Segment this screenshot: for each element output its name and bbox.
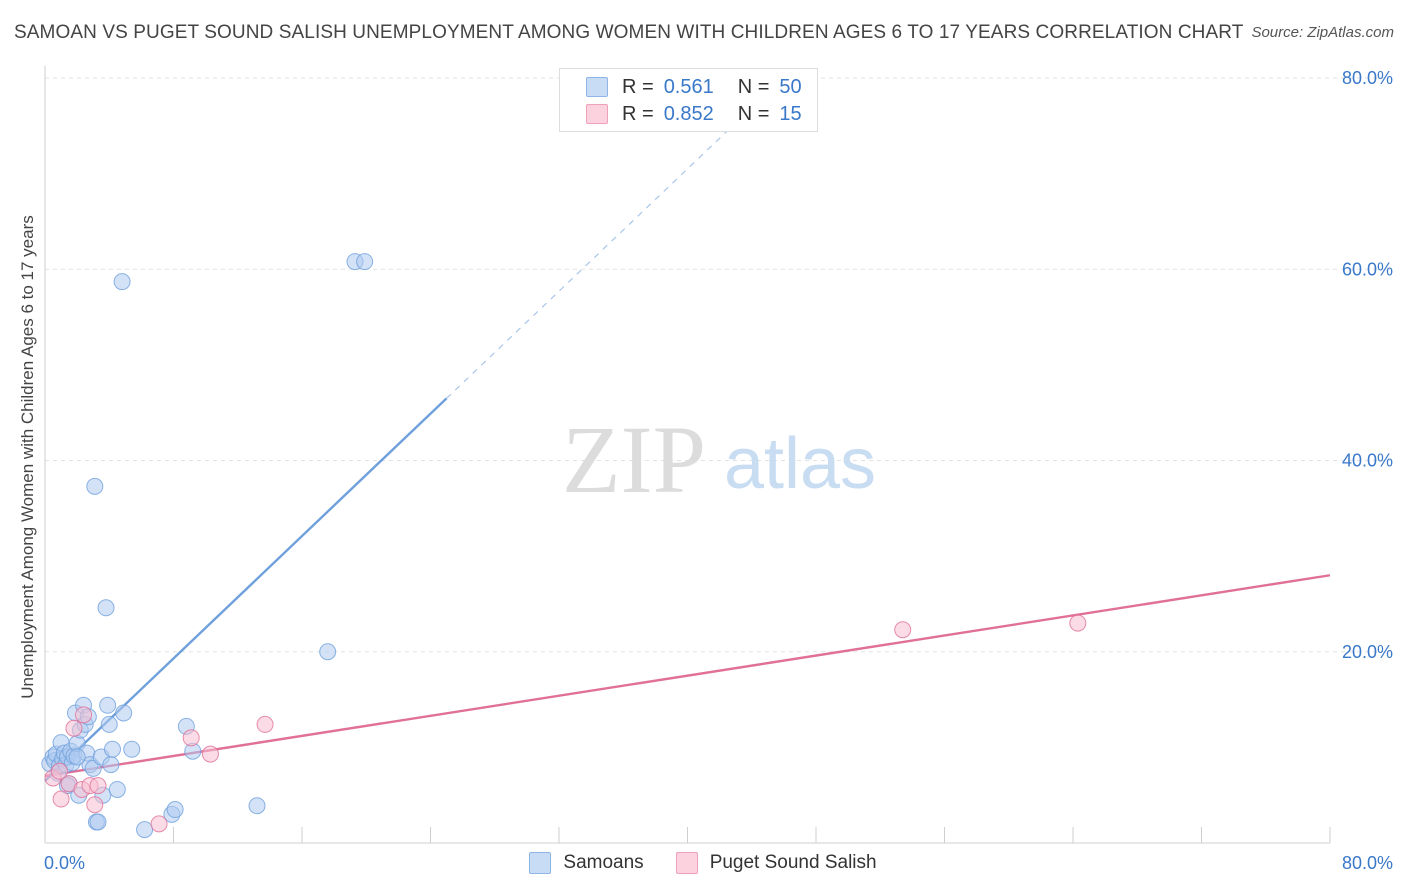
trend-line-1: [44, 574, 1331, 778]
y-tick-label: 80.0%: [1342, 68, 1393, 88]
series-swatch-puget: [675, 852, 698, 874]
data-point-puget: [75, 706, 93, 724]
legend-row-puget: R = 0.852 N = 15: [586, 102, 802, 126]
data-point-samoans: [68, 748, 86, 766]
correlation-legend: R = 0.561 N = 50 R = 0.852 N = 15: [559, 68, 818, 132]
data-point-samoans: [100, 715, 118, 733]
data-point-samoans: [136, 821, 154, 839]
y-tick-label: 60.0%: [1342, 259, 1393, 279]
legend-n-value: 50: [779, 75, 802, 98]
legend-swatch-puget: [586, 104, 608, 124]
data-point-puget: [1069, 614, 1087, 632]
series-swatch-samoans: [529, 852, 552, 874]
data-points: [41, 253, 1087, 839]
data-point-puget: [89, 777, 107, 795]
data-point-samoans: [86, 477, 104, 495]
source-label: Source: ZipAtlas.com: [1251, 24, 1394, 41]
data-point-samoans: [89, 813, 107, 831]
data-point-samoans: [103, 740, 121, 758]
data-point-puget: [201, 745, 219, 763]
legend-r-value: 0.561: [663, 75, 714, 98]
axes: [44, 66, 1331, 844]
series-legend: Samoans Puget Sound Salish: [0, 852, 1406, 874]
series-legend-samoans: Samoans: [529, 852, 644, 874]
legend-r-label: R =: [622, 75, 654, 98]
data-point-samoans: [108, 780, 126, 798]
legend-n-label: N =: [737, 75, 770, 98]
data-point-samoans: [97, 599, 115, 617]
legend-n-label: N =: [737, 102, 770, 125]
series-label-puget: Puget Sound Salish: [709, 852, 877, 873]
data-point-puget: [86, 796, 104, 814]
x-tick-label: 80.0%: [1342, 853, 1393, 873]
y-tick-label: 40.0%: [1342, 451, 1393, 471]
legend-row-samoans: R = 0.561 N = 50: [586, 75, 802, 99]
x-tick-label: 0.0%: [44, 853, 85, 873]
legend-n-value: 15: [779, 102, 802, 125]
data-point-puget: [50, 762, 68, 780]
series-label-samoans: Samoans: [563, 852, 644, 873]
data-point-samoans: [115, 704, 133, 722]
data-point-samoans: [113, 273, 131, 291]
data-point-samoans: [102, 756, 120, 774]
watermark-atlas: atlas: [724, 424, 876, 504]
data-point-puget: [150, 815, 168, 833]
data-point-samoans: [356, 253, 374, 271]
data-point-puget: [65, 719, 83, 737]
legend-r-value: 0.852: [663, 102, 714, 125]
tick-labels: 20.0% 40.0% 60.0% 80.0% 0.0% 80.0%: [44, 68, 1393, 873]
data-point-puget: [182, 729, 200, 747]
legend-swatch-samoans: [586, 77, 608, 97]
data-point-puget: [256, 715, 274, 733]
data-point-samoans: [99, 696, 117, 714]
watermark-zip: ZIP: [562, 406, 706, 513]
series-legend-puget: Puget Sound Salish: [675, 852, 877, 874]
chart-title: SAMOAN VS PUGET SOUND SALISH UNEMPLOYMEN…: [14, 22, 1244, 43]
data-point-samoans: [319, 643, 337, 661]
data-point-samoans: [248, 797, 266, 815]
data-point-puget: [52, 790, 70, 808]
y-tick-label: 20.0%: [1342, 642, 1393, 662]
data-point-samoans: [166, 801, 184, 819]
data-point-samoans: [123, 740, 141, 758]
gridlines: [45, 77, 1390, 653]
data-point-puget: [894, 621, 912, 639]
trend-line-extension-0: [446, 91, 769, 399]
y-axis-label: Unemployment Among Women with Children A…: [18, 215, 37, 699]
legend-r-label: R =: [622, 102, 654, 125]
watermark: ZIP atlas: [562, 406, 876, 513]
